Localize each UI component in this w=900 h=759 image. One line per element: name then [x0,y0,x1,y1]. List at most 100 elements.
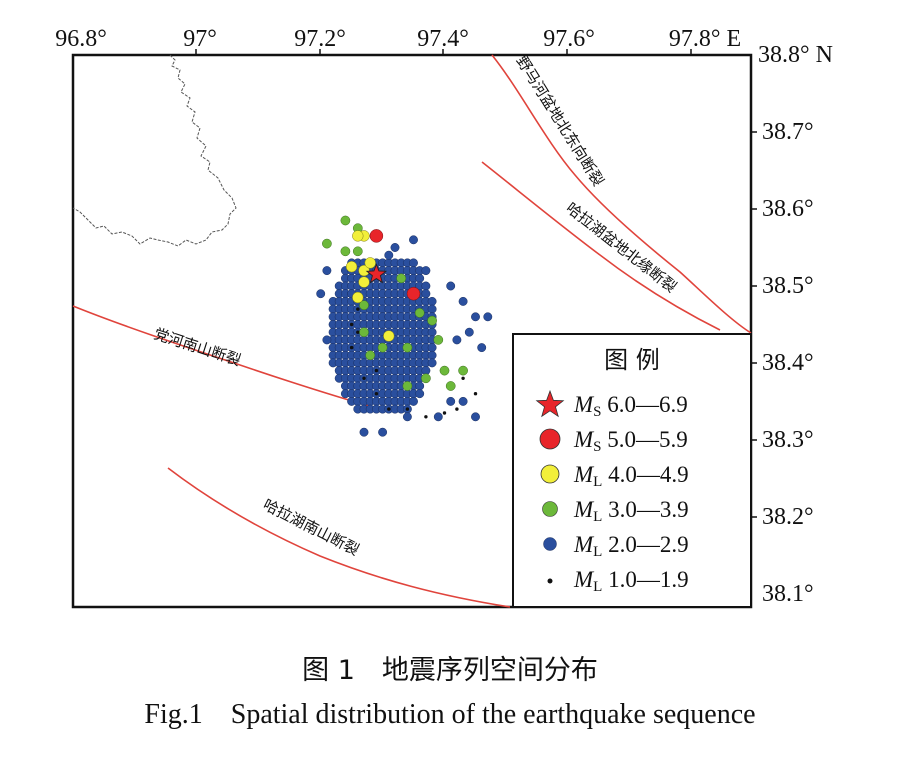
earthquake-ml2 [322,266,332,276]
legend-mag-sub: L [593,474,602,490]
legend-mag: M [573,567,595,592]
earthquake-ml2 [458,296,468,306]
legend-item-ml4: ML 4.0—4.9 [540,462,689,490]
mainshock-star-icon [365,263,388,284]
earthquake-ml2 [477,343,487,353]
svg-text:ML 2.0—2.9: ML 2.0—2.9 [573,532,689,560]
earthquake-ml2 [433,412,443,422]
earthquake-ml4 [345,261,358,273]
legend-range: 6.0—6.9 [602,392,688,417]
green-circle-icon [542,501,558,517]
lon-tick-label: 97.2° [294,26,346,52]
earthquake-ms5 [369,229,384,243]
legend-mag-sub: L [593,544,602,560]
legend-range: 2.0—2.9 [602,532,688,557]
earthquake-ml2 [316,289,326,299]
legend-item-ms6: MS 6.0—6.9 [535,389,688,420]
earthquake-ml2 [427,343,437,353]
svg-text:ML 4.0—4.9: ML 4.0—4.9 [573,462,689,490]
earthquake-ml2 [409,258,418,268]
lon-tick-label: 97° [183,26,217,52]
earthquake-ml1 [473,392,478,396]
legend-mag-sub: S [593,439,601,455]
earthquake-ml1 [362,376,366,380]
earthquake-ml2 [427,350,437,360]
star-icon [535,389,565,418]
legend-range: 1.0—1.9 [602,567,688,592]
longitude-axis: 96.8° 97° 97.2° 97.4° 97.6° 97.8° E [55,26,741,55]
region-boundary [72,54,237,247]
earthquake-events [316,215,493,437]
earthquake-ml2 [452,335,462,345]
fault-lines [72,54,752,608]
legend-mag: M [573,462,595,487]
earthquake-ml2 [384,250,394,260]
earthquake-ml2 [359,427,369,437]
yellow-circle-icon [540,464,560,484]
earthquake-ml4 [358,264,370,277]
earthquake-ml2 [421,289,431,299]
earthquake-ml3 [396,273,407,284]
legend-range: 5.0—5.9 [602,427,688,452]
earthquake-ml3 [377,342,388,353]
earthquake-ml2 [415,273,425,283]
legend-mag-sub: L [593,509,602,525]
earthquake-ml3 [402,381,413,391]
lat-tick-label: 38.2° [762,504,814,530]
fault-halahu-north [481,161,721,331]
figure-caption-english: Fig.1 Spatial distribution of the earthq… [144,699,756,730]
lat-tick-label: 38.3° [762,427,814,453]
lon-tick-label: 97.4° [417,26,469,52]
earthquake-ml1 [349,322,354,327]
svg-text:ML 3.0—3.9: ML 3.0—3.9 [573,497,689,525]
fault-halahu-south [167,467,511,608]
earthquake-ml2 [402,412,412,422]
earthquake-ml3 [427,315,437,326]
legend-range: 3.0—3.9 [602,497,688,522]
fault-yemahe [491,54,752,334]
legend-title: 图 例 [604,346,660,374]
earthquake-ml2 [427,358,437,368]
earthquake-ml2 [415,389,425,399]
earthquake-ml4 [352,230,364,242]
earthquake-ml3 [359,300,369,311]
earthquake-ml1 [356,330,360,334]
seismicity-map: 野马河盆地北东向断裂 哈拉湖盆地北缘断裂 党河南山断裂 哈拉湖南山断裂 96.8… [55,26,833,609]
earthquake-ml3 [402,342,413,353]
earthquake-ml3 [352,246,363,257]
earthquake-ml3 [445,381,456,391]
legend-mag: M [573,392,595,417]
lat-tick-label: 38.8° N [758,42,833,68]
earthquake-ml4 [364,257,376,269]
earthquake-ml2 [446,396,456,406]
red-circle-icon [539,428,561,450]
earthquake-ml1 [405,407,410,411]
earthquake-ml3 [340,215,351,226]
earthquake-ml1 [356,307,360,311]
earthquake-ml1 [387,407,391,411]
earthquake-ml2 [409,235,418,245]
legend-range: 4.0—4.9 [602,462,688,487]
legend: 图 例 MS 6.0—6.9 MS 5.0—5.9 ML 4.0—4.9 ML … [512,333,752,608]
earthquake-ml2 [378,427,388,437]
blue-circle-icon [543,537,557,551]
earthquake-ml3 [322,238,332,249]
svg-text:MS 5.0—5.9: MS 5.0—5.9 [573,427,688,455]
figure-caption-chinese: 图 1 地震序列空间分布 [302,655,598,686]
earthquake-ml3 [365,350,376,361]
earthquake-ml2 [421,281,431,291]
latitude-axis: 38.8° N 38.7° 38.6° 38.5° 38.4° 38.3° 38… [751,42,833,607]
earthquake-ml2 [409,396,418,406]
earthquake-ml1 [374,392,379,396]
earthquake-ml2 [483,312,493,322]
earthquake-ml2 [471,412,480,422]
black-dot-icon [547,578,553,584]
earthquake-ml4 [358,276,370,288]
svg-text:ML 1.0—1.9: ML 1.0—1.9 [573,567,689,595]
lat-tick-label: 38.7° [762,119,814,145]
earthquake-ml2 [322,335,332,345]
legend-mag: M [573,497,595,522]
lon-tick-label: 96.8° [55,26,107,52]
earthquake-ml3 [421,373,431,384]
legend-mag-sub: L [593,579,602,595]
